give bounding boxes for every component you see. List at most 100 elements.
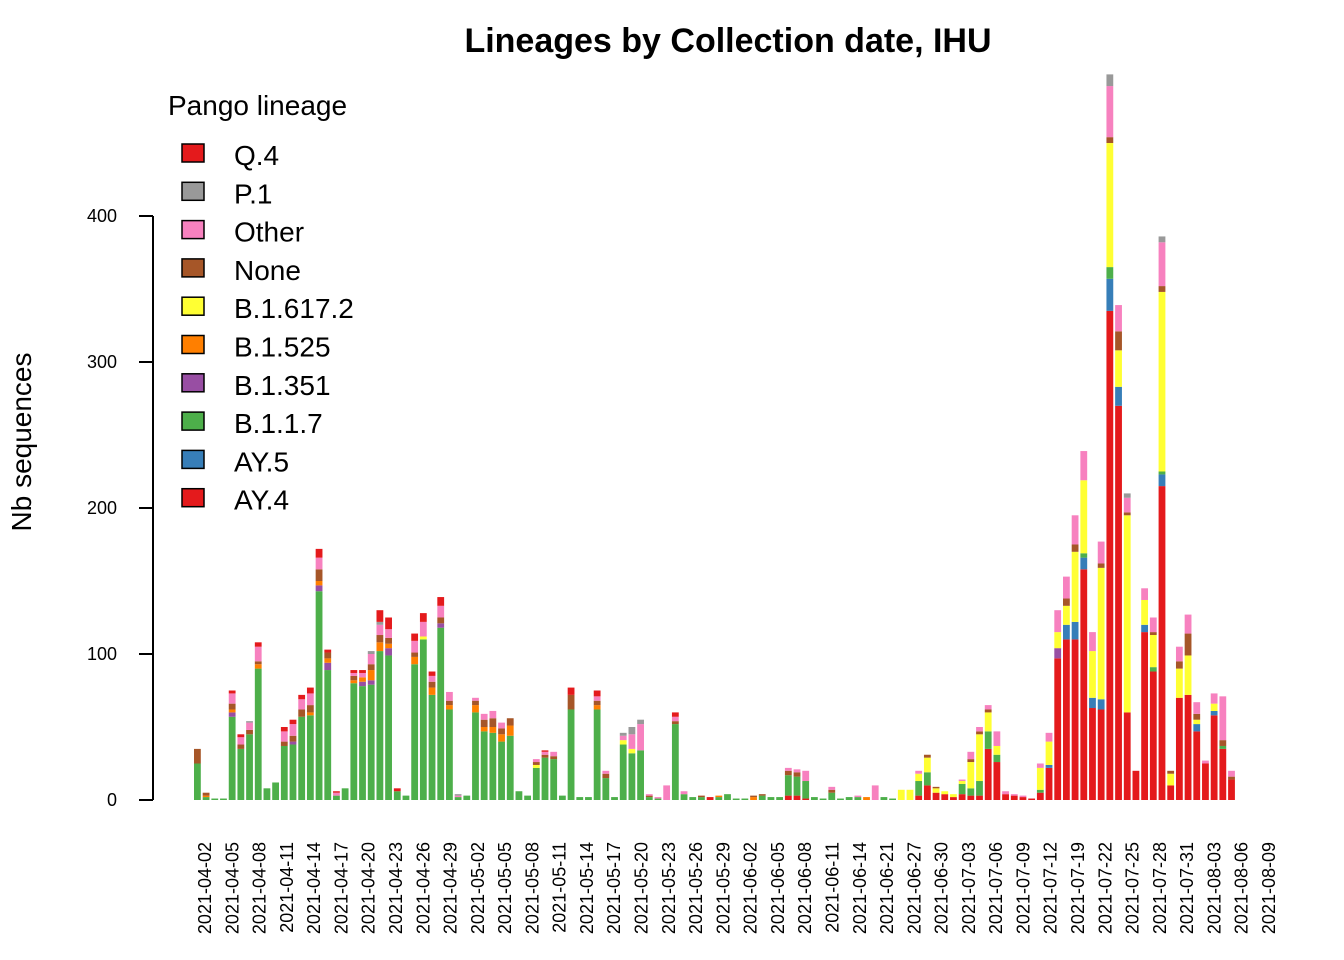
bar-segment-other <box>637 724 644 751</box>
bar-stack <box>428 671 436 800</box>
bar-segment-b-1-1-7 <box>923 772 931 786</box>
bar-segment-ay-4 <box>915 795 923 800</box>
bar-segment-none <box>506 718 514 726</box>
bar-segment-b-1-1-7 <box>437 627 445 800</box>
bar-segment-none <box>324 652 332 659</box>
legend-label: Q.4 <box>234 140 279 171</box>
bar-segment-b-1-1-7 <box>671 724 679 800</box>
bar-stack <box>1106 74 1114 800</box>
bar-segment-ay-4 <box>1054 658 1062 800</box>
bar-segment-b-1-351 <box>1054 648 1062 659</box>
bar-stack <box>1097 541 1105 800</box>
bar-segment-ay-5 <box>1063 624 1070 640</box>
bar-segment-b-1-525 <box>367 670 375 681</box>
bar-segment-other <box>793 769 801 773</box>
bar-segment-none <box>828 789 836 793</box>
bar-segment-other <box>298 699 306 710</box>
bar-segment-b-1-1-7 <box>724 794 731 800</box>
legend-swatch <box>181 181 205 202</box>
bar-segment-q-4 <box>437 597 445 606</box>
bar-segment-ay-5 <box>1115 386 1122 406</box>
bar-segment-other <box>289 724 297 736</box>
bar-segment-ay-5 <box>1210 710 1218 716</box>
bar-segment-b-1-1-7 <box>237 748 245 800</box>
bar-segment-other <box>1149 617 1157 633</box>
x-tick-label: 2021-04-17 <box>331 842 351 934</box>
bar-segment-none <box>967 759 975 763</box>
bar-segment-other <box>984 705 992 710</box>
bar-stack <box>828 786 836 800</box>
legend-label: Other <box>234 217 304 248</box>
bar-segment-b-1-1-7 <box>298 716 306 800</box>
y-axis-label: Nb sequences <box>6 352 37 531</box>
bar-segment-b-1-617-2 <box>932 788 940 793</box>
bar-stack <box>1071 515 1079 800</box>
legend-label: B.1.617.2 <box>234 293 354 324</box>
bar-segment-none <box>1158 286 1166 292</box>
bar-stack <box>1019 795 1027 800</box>
bar-segment-b-1-617-2 <box>1106 143 1114 268</box>
legend-label: P.1 <box>234 178 272 209</box>
bar-segment-ay-4 <box>1167 785 1175 800</box>
bar-segment-b-1-1-7 <box>558 795 566 800</box>
x-tick-label: 2021-05-14 <box>577 842 597 934</box>
bar-stack <box>202 792 210 800</box>
x-tick-label: 2021-04-05 <box>222 842 242 934</box>
bar-segment-other <box>654 797 662 799</box>
bar-stack <box>532 759 540 800</box>
bar-segment-b-1-617-2 <box>906 789 914 800</box>
x-tick-label: 2021-05-05 <box>495 842 515 934</box>
x-tick-label: 2021-05-11 <box>550 842 570 933</box>
bar-segment-b-1-525 <box>385 643 392 649</box>
bar-segment-b-1-1-7 <box>767 797 775 800</box>
x-tick-label: 2021-06-21 <box>877 842 897 934</box>
bar-segment-b-1-1-7 <box>732 798 740 800</box>
bar-stack <box>1184 614 1192 800</box>
bar-stack <box>619 732 627 800</box>
bar-stack <box>263 788 271 800</box>
bar-segment-b-1-1-7 <box>1219 745 1227 749</box>
bar-segment-p-1 <box>628 727 636 735</box>
bar-stack <box>1080 451 1088 800</box>
bar-segment-other <box>1089 632 1096 652</box>
bar-segment-b-1-1-7 <box>202 797 210 800</box>
bar-segment-other <box>1184 614 1192 634</box>
y-tick-label: 100 <box>87 644 117 664</box>
bar-segment-ay-4 <box>1149 671 1157 800</box>
bar-stack <box>446 691 453 800</box>
bar-stack <box>645 794 653 800</box>
bar-segment-q-4 <box>298 694 306 700</box>
bar-segment-b-1-1-7 <box>819 798 827 800</box>
bar-segment-ay-4 <box>984 748 992 800</box>
bar-stack <box>854 795 862 800</box>
bar-stack <box>932 786 940 800</box>
bar-stack <box>941 791 949 800</box>
bar-segment-b-1-617-2 <box>1080 480 1088 554</box>
bar-segment-b-1-1-7 <box>289 744 297 800</box>
bar-segment-b-1-1-7 <box>993 754 1001 763</box>
chart-title: Lineages by Collection date, IHU <box>464 22 991 60</box>
bar-segment-none <box>593 700 601 706</box>
x-tick-label: 2021-04-14 <box>304 842 324 934</box>
bar-segment-b-1-1-7 <box>463 795 471 800</box>
bar-segment-ay-4 <box>1228 779 1235 800</box>
bar-segment-ay-4 <box>1184 694 1192 800</box>
bar-segment-b-1-525 <box>376 642 384 652</box>
bar-segment-b-1-525 <box>498 734 505 742</box>
bar-segment-b-1-1-7 <box>654 798 662 800</box>
y-tick-label: 0 <box>107 790 117 810</box>
bar-segment-other <box>550 751 558 757</box>
bar-stack <box>480 713 488 800</box>
bar-segment-none <box>932 786 940 789</box>
bar-segment-none <box>298 709 306 717</box>
bar-segment-ay-4 <box>976 795 983 800</box>
legend-title: Pango lineage <box>168 90 347 121</box>
bar-stack <box>593 690 601 800</box>
bar-segment-none <box>784 770 792 776</box>
bar-stack <box>419 613 427 800</box>
bar-segment-b-1-1-7 <box>515 791 523 800</box>
x-tick-label: 2021-07-12 <box>1041 842 1061 934</box>
bar-segment-b-1-525 <box>315 581 323 586</box>
bar-stack <box>272 782 280 800</box>
